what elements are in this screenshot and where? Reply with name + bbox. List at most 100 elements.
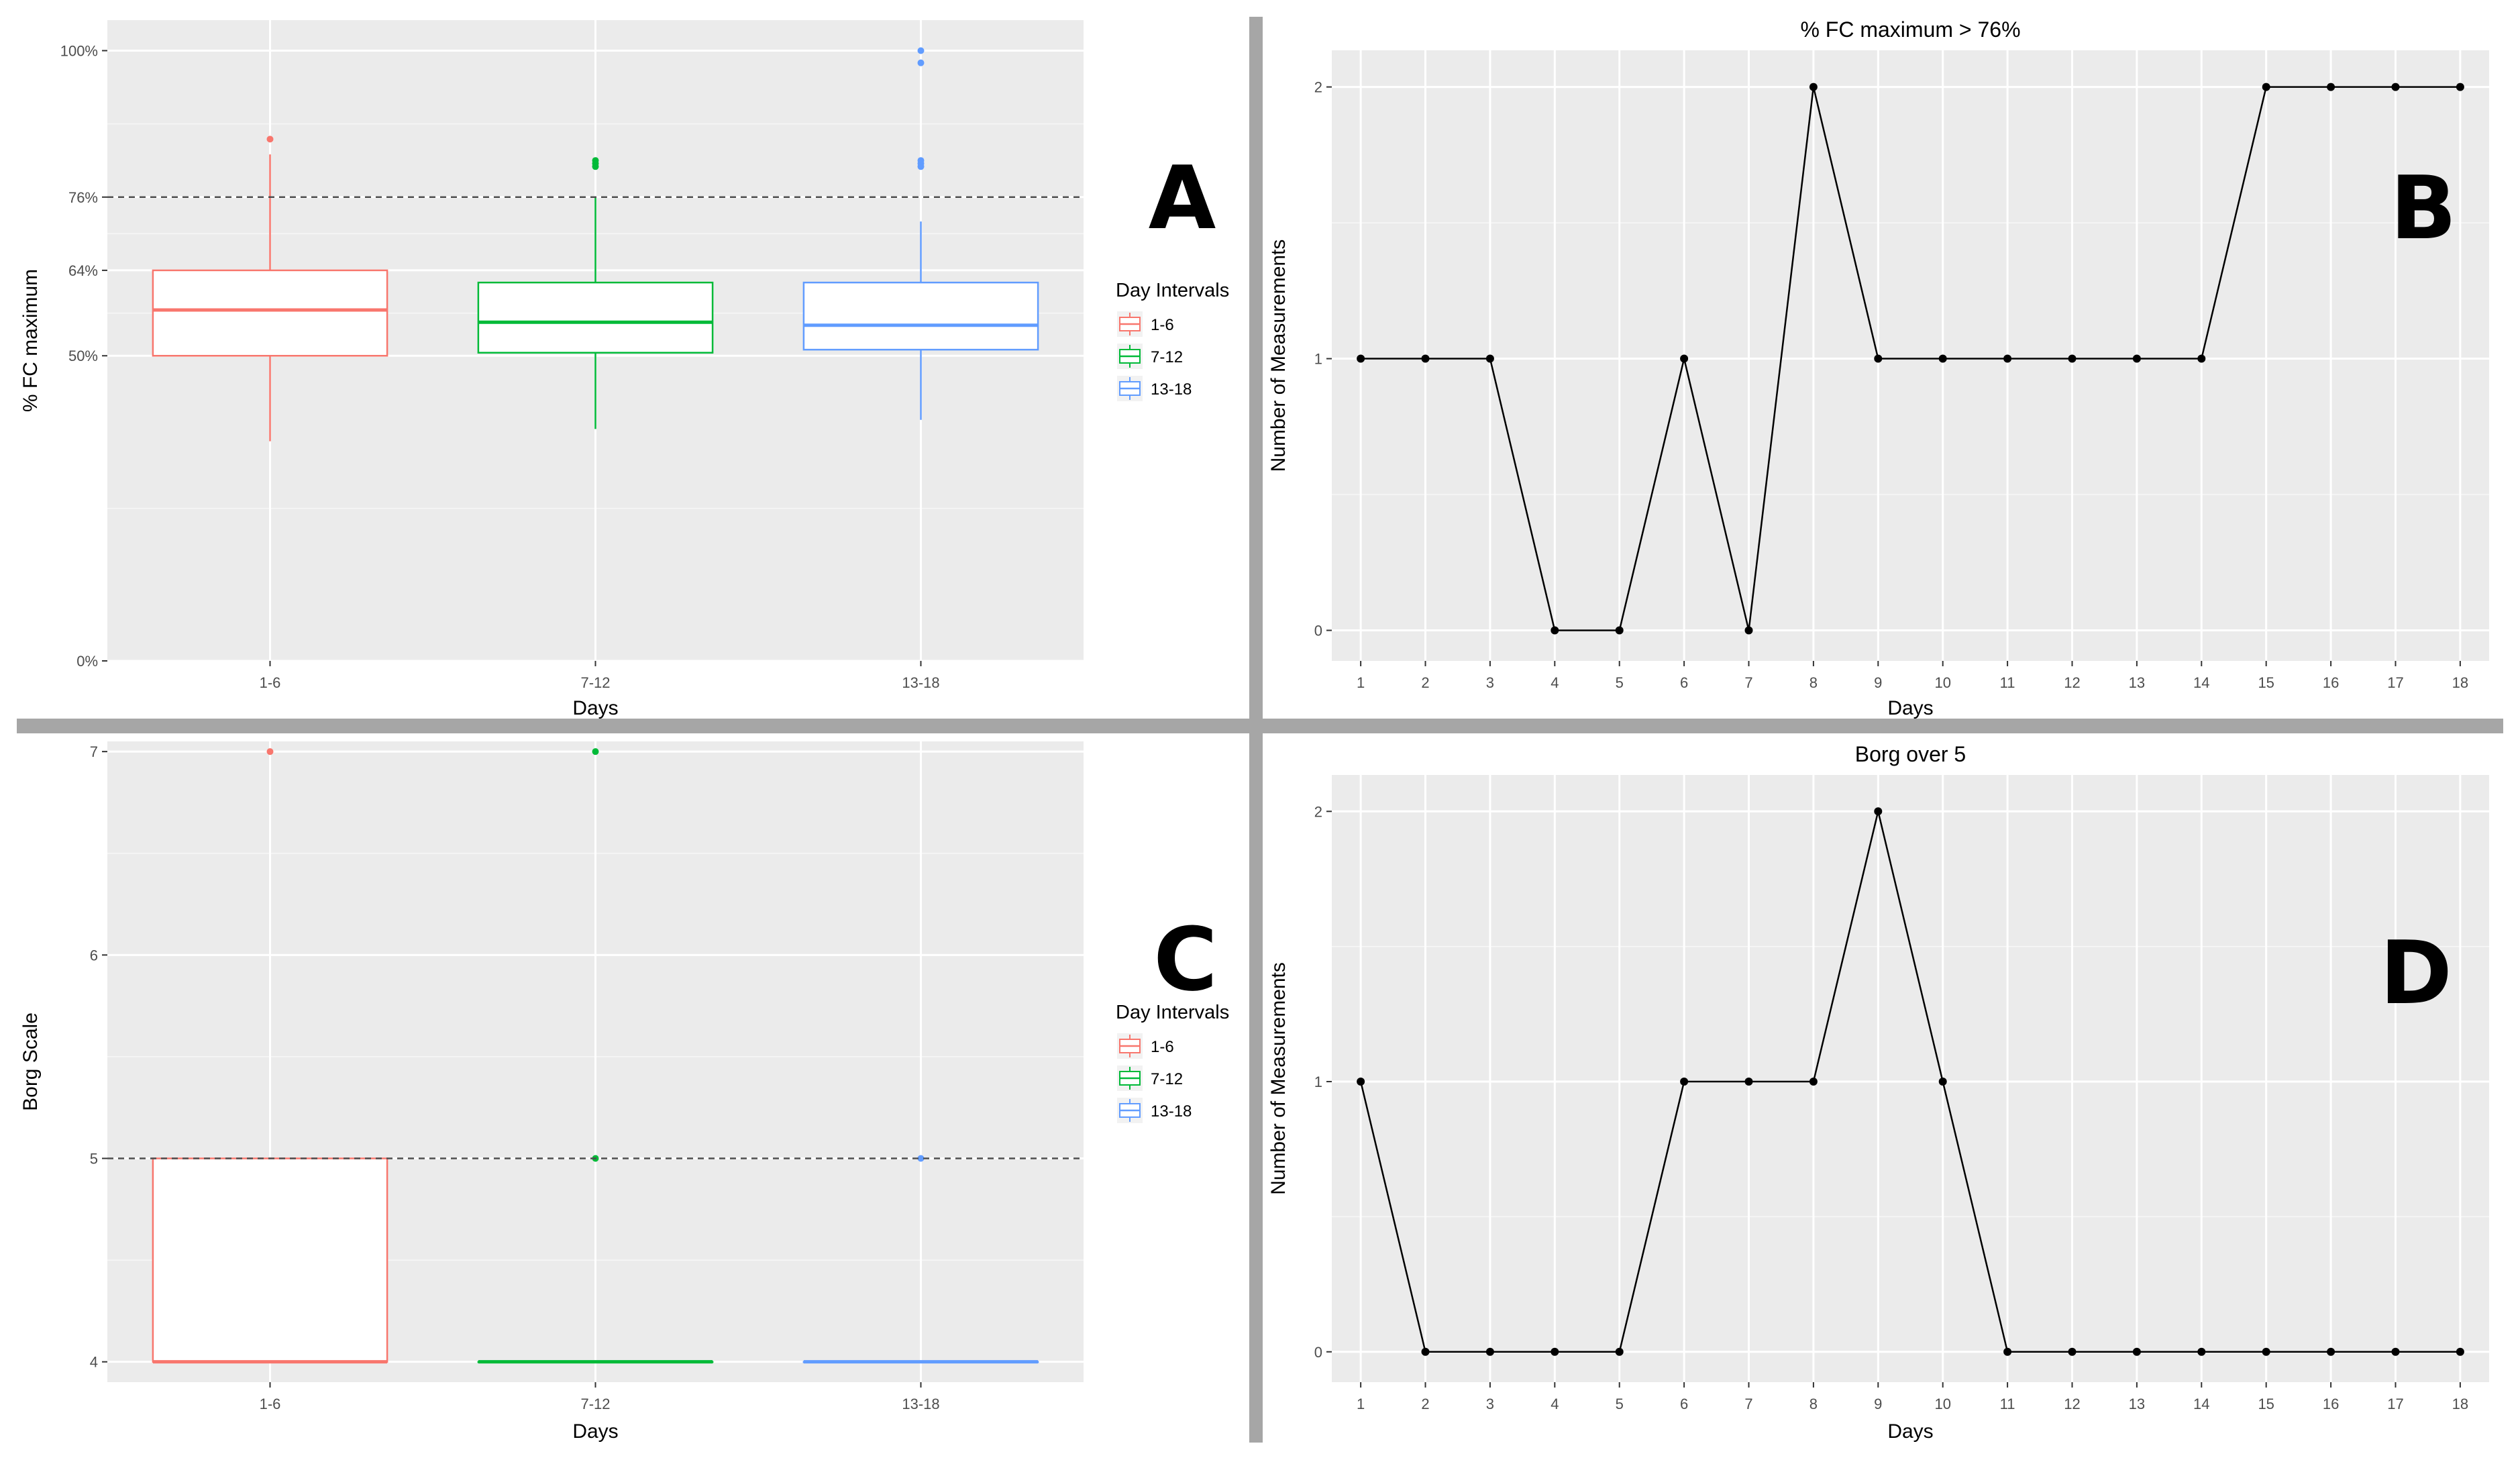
data-point <box>2068 354 2077 363</box>
x-tick-label: 1-6 <box>260 674 281 691</box>
data-point <box>2003 354 2012 363</box>
legend-key-7-12 <box>1117 1065 1143 1091</box>
outlier-point <box>266 748 274 755</box>
outlier-point <box>917 1155 925 1162</box>
x-tick-label: 3 <box>1486 674 1494 691</box>
data-point <box>1485 1347 1494 1356</box>
y-tick-label: 50% <box>68 348 98 364</box>
x-tick-label: 12 <box>2064 1396 2080 1412</box>
legend-label: 1-6 <box>1151 316 1174 334</box>
x-tick-label: 2 <box>1421 674 1429 691</box>
box-7-12 <box>477 748 714 1364</box>
panel-letter-d: D <box>2380 922 2452 1024</box>
box-1-6 <box>152 136 388 441</box>
x-tick-label: 7 <box>1744 1396 1752 1412</box>
legend-key-1-6 <box>1117 311 1143 337</box>
plot-background <box>1332 50 2489 661</box>
y-tick-label: 2 <box>1314 803 1322 820</box>
data-point <box>2327 1347 2335 1356</box>
x-tick-label: 14 <box>2193 674 2209 691</box>
data-point <box>1421 354 1430 363</box>
data-point <box>2456 83 2464 91</box>
outlier-point <box>592 748 599 755</box>
data-point <box>1680 1078 1689 1086</box>
x-tick-label: 15 <box>2258 674 2274 691</box>
y-tick-label: 76% <box>68 189 98 206</box>
x-tick-label: 11 <box>2000 674 2015 691</box>
box-7-12 <box>477 157 714 429</box>
y-tick-label: 6 <box>90 947 98 963</box>
y-axis-title: Number of Measurements <box>1267 962 1290 1195</box>
data-point <box>1744 1078 1753 1086</box>
y-tick-label: 7 <box>90 743 98 760</box>
legend-key-1-6 <box>1117 1033 1143 1059</box>
box-13-18 <box>802 47 1039 420</box>
legend-key-13-18 <box>1117 376 1143 401</box>
box-body <box>152 1157 388 1363</box>
x-tick-label: 6 <box>1680 674 1688 691</box>
data-point <box>1874 354 1883 363</box>
x-tick-label: 14 <box>2193 1396 2209 1412</box>
data-point <box>2132 1347 2141 1356</box>
legend-key-13-18 <box>1117 1098 1143 1123</box>
x-tick-label: 13-18 <box>902 674 939 691</box>
x-tick-label: 17 <box>2387 674 2403 691</box>
data-point <box>2327 83 2335 91</box>
y-tick-label: 100% <box>60 42 98 59</box>
x-tick-label: 15 <box>2258 1396 2274 1412</box>
data-point <box>1485 354 1494 363</box>
box-1-6 <box>152 748 388 1364</box>
x-tick-label: 12 <box>2064 674 2080 691</box>
box-13-18 <box>802 1155 1039 1364</box>
y-tick-label: 0% <box>76 653 98 670</box>
data-point <box>1615 1347 1624 1356</box>
x-tick-label: 4 <box>1551 1396 1559 1412</box>
x-tick-label: 7-12 <box>580 674 610 691</box>
y-tick-label: 1 <box>1314 1074 1322 1090</box>
horizontal-divider <box>17 719 2503 733</box>
data-point <box>2197 354 2206 363</box>
data-point <box>1551 626 1559 635</box>
x-tick-label: 7 <box>1744 674 1752 691</box>
data-point <box>1357 354 1365 363</box>
x-tick-label: 1 <box>1357 674 1365 691</box>
x-tick-label: 16 <box>2323 1396 2339 1412</box>
data-point <box>2262 1347 2270 1356</box>
plot-background <box>1332 775 2489 1382</box>
legend-label: 13-18 <box>1151 1102 1192 1120</box>
outlier-point <box>592 157 599 164</box>
data-point <box>1615 626 1624 635</box>
x-tick-label: 6 <box>1680 1396 1688 1412</box>
data-point <box>1357 1078 1365 1086</box>
data-point <box>1809 1078 1818 1086</box>
data-point <box>1744 626 1753 635</box>
chart-title: Borg over 5 <box>1855 742 1966 766</box>
y-tick-label: 2 <box>1314 79 1322 96</box>
data-point <box>2132 354 2141 363</box>
outlier-point <box>917 157 925 164</box>
y-tick-label: 0 <box>1314 1344 1322 1361</box>
outlier-point <box>917 59 925 66</box>
box-body <box>152 269 388 357</box>
y-axis-title: Number of Measurements <box>1267 240 1290 472</box>
x-tick-label: 13-18 <box>902 1396 939 1412</box>
panel-letter-c: C <box>1153 908 1217 1010</box>
chart-title: % FC maximum > 76% <box>1800 17 2020 42</box>
x-axis-title: Days <box>572 697 618 719</box>
x-tick-label: 8 <box>1809 674 1818 691</box>
y-tick-label: 4 <box>90 1354 98 1371</box>
x-tick-label: 16 <box>2323 674 2339 691</box>
x-tick-label: 1 <box>1357 1396 1365 1412</box>
box-body <box>477 281 714 354</box>
data-point <box>1421 1347 1430 1356</box>
data-point <box>2003 1347 2012 1356</box>
data-point <box>2068 1347 2077 1356</box>
data-point <box>1551 1347 1559 1356</box>
box-body <box>802 281 1039 351</box>
legend-label: 1-6 <box>1151 1038 1174 1056</box>
x-axis-title: Days <box>1887 1420 1933 1443</box>
data-point <box>2456 1347 2464 1356</box>
